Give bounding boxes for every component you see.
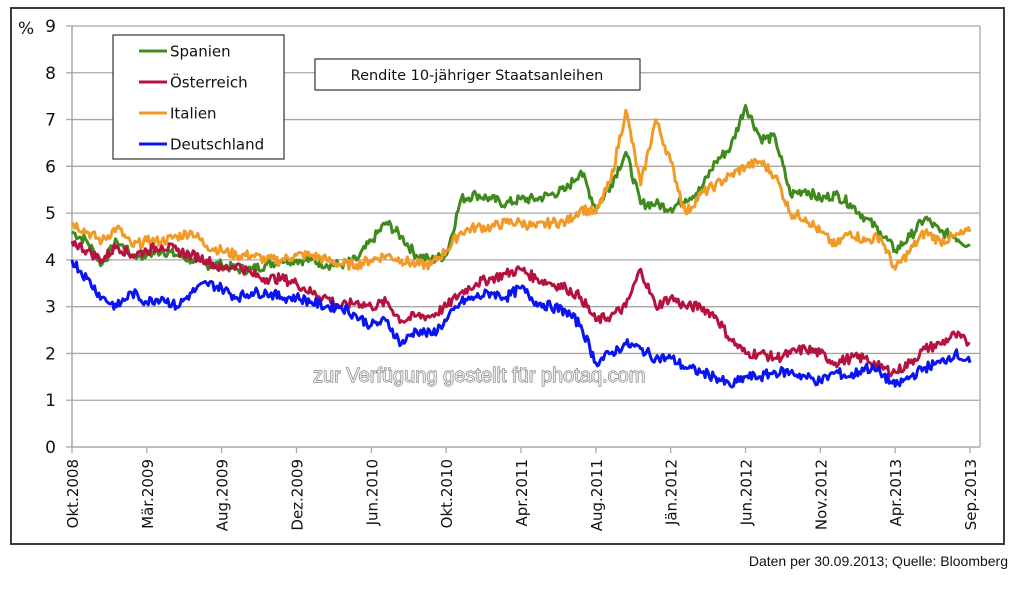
x-tick-label: Apr.2013 [887, 459, 905, 527]
watermark: zur Verfügung gestellt für photaq.com [313, 365, 645, 387]
x-tick-label: Nov.2012 [812, 459, 830, 530]
series-line-italien [70, 108, 972, 271]
title-box-border [314, 58, 641, 91]
y-tick-label: 4 [45, 251, 56, 271]
series-lines [70, 104, 972, 389]
series-line-sterreich [70, 240, 971, 378]
legend: Spanien Österreich Italien Deutschland [112, 34, 285, 160]
legend-label: Österreich [170, 73, 248, 92]
source-note: Daten per 30.09.2013; Quelle: Bloomberg [748, 553, 1008, 569]
y-tick-label: 9 [45, 17, 56, 37]
x-tick-label: Dez.2009 [289, 459, 307, 531]
x-axis-ticks: Okt.2008 Mär.2009 Aug.2009 Dez.2009 Jun.2010… [64, 447, 980, 531]
y-tick-label: 1 [45, 391, 56, 411]
y-tick-label: 0 [45, 438, 56, 458]
y-axis-unit-label: % [18, 19, 34, 39]
y-tick-label: 3 [45, 298, 56, 318]
x-tick-label: Okt.2008 [64, 459, 82, 528]
x-tick-label: Okt.2010 [438, 459, 456, 528]
x-tick-label: Sep.2013 [962, 459, 980, 530]
y-axis-ticks: 0 1 2 3 4 5 6 7 8 9 [45, 17, 72, 458]
series-line-deutschland [70, 259, 972, 389]
x-tick-label: Jun.2012 [738, 459, 756, 526]
chart-title-box: Rendite 10-jähriger Staatsanleihen [314, 58, 641, 91]
chart-frame [10, 7, 1005, 545]
chart-title: Rendite 10-jähriger Staatsanleihen [351, 68, 604, 84]
x-tick-label: Apr.2011 [513, 459, 531, 527]
x-tick-label: Jän.2012 [663, 459, 681, 526]
x-tick-label: Mär.2009 [139, 459, 157, 529]
y-tick-label: 7 [45, 111, 56, 131]
y-tick-label: 2 [45, 344, 56, 364]
legend-box [112, 34, 285, 160]
y-tick-label: 5 [45, 204, 56, 224]
legend-label: Spanien [170, 43, 231, 61]
x-tick-label: Aug.2011 [588, 459, 606, 531]
x-tick-label: Jun.2010 [363, 459, 381, 526]
axes [71, 26, 981, 448]
y-tick-label: 8 [45, 64, 56, 84]
legend-label: Deutschland [170, 136, 264, 154]
legend-label: Italien [170, 105, 217, 123]
x-tick-label: Aug.2009 [214, 459, 232, 531]
y-tick-label: 6 [45, 157, 56, 177]
